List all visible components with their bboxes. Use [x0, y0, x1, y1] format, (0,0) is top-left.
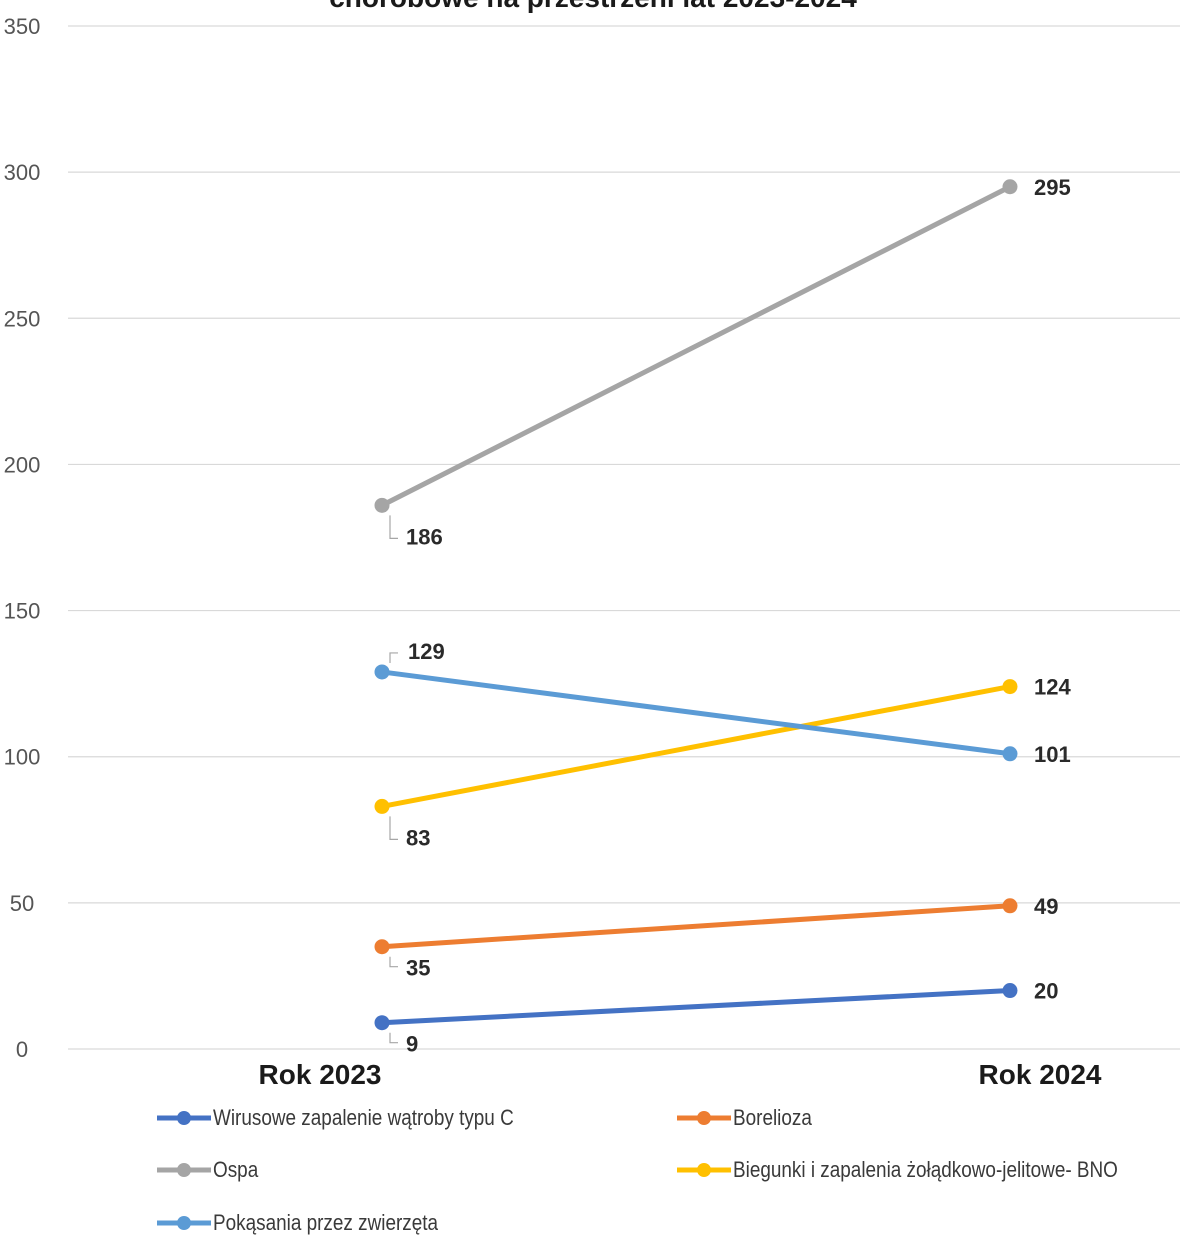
legend: Wirusowe zapalenie wątroby typu C Borelio…: [0, 1095, 1186, 1239]
series-lines: [374, 179, 1018, 1031]
y-tick-label: 300: [4, 160, 41, 185]
legend-swatch: [157, 1216, 211, 1230]
label-leader-line: [389, 515, 398, 539]
legend-label: Ospa: [213, 1157, 259, 1182]
legend-swatch: [157, 1111, 211, 1125]
series-line: [379, 669, 1013, 757]
data-point: [1002, 179, 1018, 195]
label-leader-line: [389, 956, 398, 968]
series-line: [379, 988, 1013, 1026]
legend-swatch: [677, 1111, 731, 1125]
legend-item: Ospa: [155, 1150, 266, 1190]
chart-title: chorobowe na przestrzeni lat 2023-2024: [0, 0, 1186, 14]
y-tick-label: 100: [4, 745, 41, 770]
data-label: 129: [408, 639, 445, 664]
y-tick-label: 0: [16, 1037, 28, 1062]
legend-label: Borelioza: [733, 1105, 812, 1130]
data-point: [1002, 746, 1018, 762]
data-label: 124: [1034, 675, 1071, 700]
data-label: 295: [1034, 175, 1071, 200]
data-label: 83: [406, 825, 430, 850]
series-line: [379, 903, 1013, 950]
label-leader-line: [389, 816, 398, 841]
legend-item: Pokąsania przez zwierzęta: [155, 1203, 475, 1243]
y-tick-label: 50: [10, 891, 34, 916]
data-point: [1002, 679, 1018, 695]
legend-swatch: [157, 1163, 211, 1177]
y-tick-label: 350: [4, 14, 41, 39]
y-axis-tick-labels: 0 50 100 150 200 250 300 350: [4, 14, 41, 1062]
x-category-label: Rok 2023: [259, 1059, 382, 1090]
x-category-label: Rok 2024: [979, 1059, 1102, 1090]
line-chart: 0 50 100 150 200 250 300 350 Rok 2023 Rok 2024 9…: [4, 14, 1180, 1090]
data-point: [374, 664, 390, 680]
data-label: 9: [406, 1032, 418, 1057]
label-leader-line: [389, 652, 398, 663]
legend-label: Pokąsania przez zwierzęta: [213, 1210, 439, 1235]
data-label: 20: [1034, 979, 1058, 1004]
legend-label: Biegunki i zapalenia żołądkowo-jelitowe-…: [733, 1157, 1118, 1182]
data-label: 49: [1034, 894, 1058, 919]
y-tick-label: 250: [4, 306, 41, 331]
data-label: 186: [406, 524, 443, 549]
data-point: [1002, 898, 1018, 914]
legend-swatch: [677, 1163, 731, 1177]
data-point: [1002, 983, 1018, 999]
legend-item: Borelioza: [675, 1098, 825, 1138]
y-tick-label: 150: [4, 599, 41, 624]
label-leader-line: [389, 1032, 398, 1044]
data-point: [374, 1015, 390, 1031]
gridlines: [68, 25, 1180, 1050]
y-tick-label: 200: [4, 452, 41, 477]
x-axis-category-labels: Rok 2023 Rok 2024: [259, 1059, 1102, 1090]
data-point: [374, 497, 390, 513]
data-point: [374, 798, 390, 814]
data-label: 101: [1034, 742, 1071, 767]
series-line: [379, 184, 1013, 508]
series-line: [379, 684, 1013, 809]
data-point: [374, 939, 390, 955]
legend-item: Wirusowe zapalenie wątroby typu C: [155, 1098, 563, 1138]
legend-item: Biegunki i zapalenia żołądkowo-jelitowe-…: [675, 1150, 1181, 1190]
data-label: 35: [406, 956, 430, 981]
data-labels: 9 20 35 49 186 295 83 124 129 101: [389, 175, 1071, 1057]
legend-label: Wirusowe zapalenie wątroby typu C: [213, 1105, 514, 1130]
